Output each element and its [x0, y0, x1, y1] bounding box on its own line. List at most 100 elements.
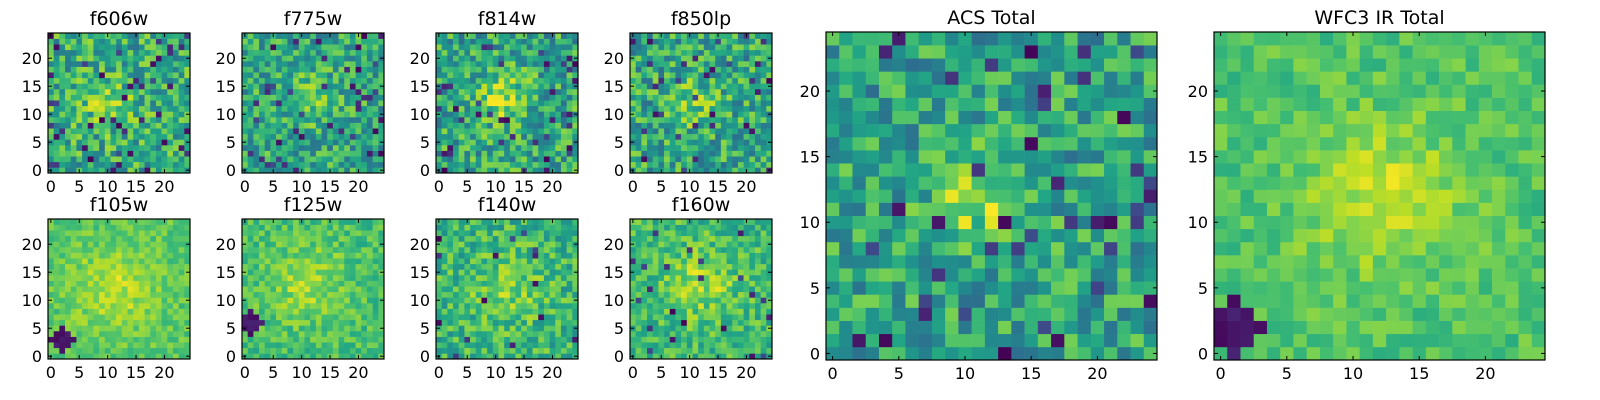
heatmap-cell [144, 161, 151, 168]
heatmap-cell [378, 224, 385, 231]
heatmap-cell [127, 122, 134, 129]
heatmap-cell [150, 49, 157, 56]
heatmap-cell [110, 161, 117, 168]
heatmap-cell [641, 122, 648, 129]
heatmap-cell [475, 336, 482, 343]
heatmap-cell [172, 150, 179, 157]
heatmap-cell [549, 122, 556, 129]
heatmap-cell [441, 33, 448, 39]
heatmap-cell [635, 336, 642, 343]
heatmap-cell [487, 269, 494, 276]
heatmap-cell [104, 252, 111, 259]
heatmap-cell [509, 219, 516, 225]
heatmap-cell [475, 247, 482, 253]
heatmap-cell [635, 303, 642, 309]
heatmap-cell [293, 61, 300, 67]
heatmap-cell [310, 336, 317, 343]
heatmap-cell [270, 94, 277, 101]
heatmap-cell [538, 263, 545, 270]
heatmap-cell [127, 55, 134, 62]
heatmap-cell [652, 77, 659, 84]
heatmap-cell [526, 100, 533, 107]
heatmap-cell [669, 72, 676, 79]
heatmap-cell [492, 100, 499, 107]
heatmap-cell [526, 241, 533, 248]
heatmap-cell [709, 66, 716, 73]
heatmap-cell [698, 61, 705, 67]
heatmap-cell [321, 145, 328, 151]
heatmap-cell [242, 347, 248, 354]
heatmap-cell [641, 61, 648, 67]
heatmap-cell [515, 161, 522, 168]
heatmap-cell [349, 167, 356, 174]
heatmap-cell [93, 55, 100, 62]
heatmap-cell [686, 38, 693, 45]
heatmap-cell [526, 230, 533, 237]
heatmap-cell [732, 150, 739, 157]
heatmap-cell [104, 325, 111, 332]
heatmap-cell [641, 161, 648, 168]
heatmap-cell [99, 128, 106, 135]
heatmap-cell [327, 89, 334, 95]
heatmap-cell [760, 83, 767, 90]
heatmap-cell [635, 133, 642, 140]
heatmap-cell [293, 66, 300, 73]
heatmap-cell [281, 314, 288, 321]
heatmap-cell [743, 105, 750, 112]
heatmap-cell [481, 156, 488, 163]
heatmap-cell [566, 94, 573, 101]
heatmap-cell [93, 139, 100, 146]
heatmap-cell [247, 297, 254, 304]
heatmap-cell [167, 122, 174, 129]
heatmap-cell [630, 308, 636, 315]
heatmap-cell [378, 105, 385, 112]
heatmap-cell [566, 128, 573, 135]
heatmap-cell [760, 133, 767, 140]
heatmap-cell [515, 291, 522, 298]
heatmap-cell [315, 297, 322, 304]
heatmap-cell [366, 291, 373, 298]
heatmap-cell [378, 117, 385, 123]
heatmap-cell [327, 161, 334, 168]
heatmap-cell [652, 342, 659, 349]
heatmap-cell [669, 49, 676, 56]
heatmap-cell [715, 291, 722, 298]
heatmap-cell [543, 263, 550, 270]
heatmap-cell [304, 241, 311, 248]
x-tick-label: 15 [320, 363, 340, 382]
heatmap-cell [635, 353, 642, 360]
heatmap-cell [366, 66, 373, 73]
heatmap-cell [121, 263, 128, 270]
heatmap-cell [327, 331, 334, 337]
heatmap-cell [349, 275, 356, 281]
heatmap-cell [361, 44, 368, 51]
heatmap-cell [532, 230, 539, 237]
heatmap-cell [338, 314, 345, 321]
heatmap-cell [538, 258, 545, 265]
heatmap-cell [675, 325, 682, 332]
heatmap-cell [127, 342, 134, 349]
heatmap-cell [538, 347, 545, 354]
heatmap-cell [692, 319, 699, 326]
heatmap-cell [133, 303, 140, 309]
heatmap-cell [287, 263, 294, 270]
heatmap-cell [560, 72, 567, 79]
heatmap-cell [458, 319, 465, 326]
heatmap-cell [344, 342, 351, 349]
heatmap-cell [436, 331, 442, 337]
heatmap-cell [372, 128, 379, 135]
heatmap-cell [344, 353, 351, 360]
heatmap-cell [515, 128, 522, 135]
heatmap-cell [504, 117, 511, 123]
heatmap-cell [549, 66, 556, 73]
heatmap-cell [361, 308, 368, 315]
heatmap-cell [470, 252, 477, 259]
heatmap-cell [48, 314, 54, 321]
heatmap-cell [458, 167, 465, 174]
heatmap-cell [498, 167, 505, 174]
heatmap-cell [532, 150, 539, 157]
heatmap-cell [664, 336, 671, 343]
heatmap-cell [543, 111, 550, 118]
heatmap-cell [487, 128, 494, 135]
